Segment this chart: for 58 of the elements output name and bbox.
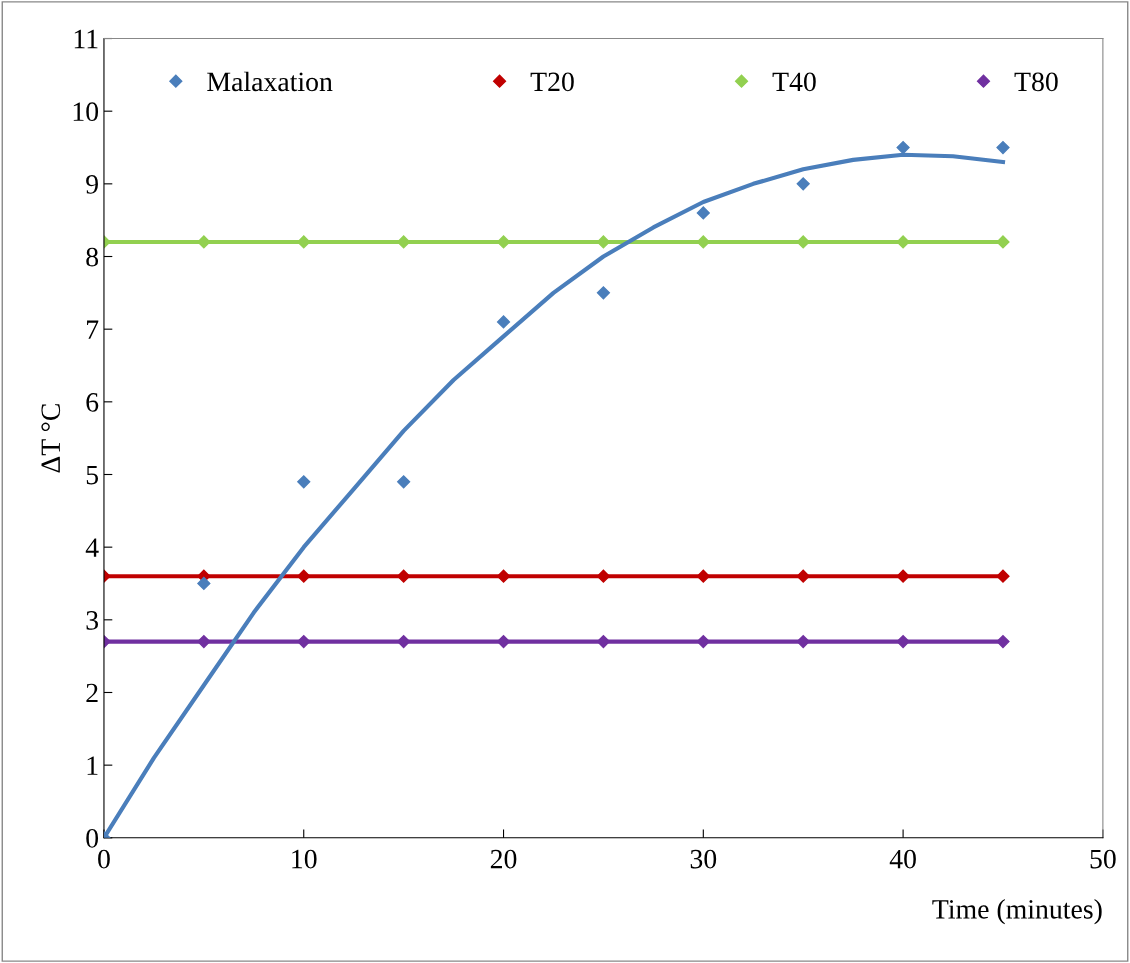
x-tick-label: 40: [889, 849, 916, 869]
y-tick-label: 3: [86, 611, 99, 630]
point: [297, 475, 311, 489]
point: [696, 206, 710, 220]
point: [197, 576, 211, 591]
point: [297, 569, 311, 583]
legend-label: T20: [530, 72, 574, 92]
legend-label: T80: [1014, 72, 1058, 92]
point: [696, 569, 710, 583]
y-tick-label: 11: [74, 29, 98, 49]
point: [896, 140, 910, 155]
point: [197, 635, 211, 649]
point: [496, 635, 511, 649]
point: [596, 635, 611, 649]
point: [796, 569, 810, 583]
x-tick-label: 20: [490, 849, 517, 869]
y-tick-label: 6: [86, 393, 99, 412]
y-tick-label: 1: [87, 756, 98, 775]
point: [896, 569, 910, 583]
y-tick-label: 0: [86, 828, 99, 848]
point: [696, 235, 710, 249]
point: [896, 235, 910, 249]
x-axis-title: Time (minutes): [932, 899, 1102, 925]
point: [297, 235, 311, 249]
point: [397, 635, 411, 649]
point: [796, 235, 810, 249]
point: [596, 569, 611, 583]
y-tick-label: 8: [86, 247, 99, 267]
y-tick-label: 10: [73, 102, 99, 122]
point: [397, 235, 411, 249]
y-tick-label: 7: [87, 320, 99, 339]
point: [996, 635, 1010, 649]
point: [397, 569, 411, 583]
x-tick-label: 30: [690, 849, 717, 869]
point: [496, 569, 511, 583]
point: [496, 315, 511, 329]
x-tick-label: 10: [292, 849, 317, 869]
point: [397, 475, 411, 489]
point: [197, 235, 211, 249]
point: [996, 235, 1010, 249]
legend-label: T40: [772, 72, 816, 92]
y-tick-label: 5: [86, 465, 99, 485]
y-axis-title: ΔT °C: [41, 404, 61, 473]
point: [496, 235, 511, 249]
point: [996, 569, 1010, 583]
point: [796, 177, 810, 191]
point: [297, 635, 311, 649]
legend-label: Malaxation: [207, 71, 333, 92]
y-tick-label: 9: [86, 175, 98, 194]
y-tick-label: 4: [85, 538, 99, 557]
point: [596, 235, 611, 249]
point: [596, 286, 611, 300]
x-tick-label: 50: [1090, 849, 1116, 869]
point: [996, 140, 1010, 155]
y-tick-label: 2: [86, 683, 98, 703]
point: [896, 635, 910, 649]
point: [796, 635, 810, 649]
point: [696, 635, 710, 649]
